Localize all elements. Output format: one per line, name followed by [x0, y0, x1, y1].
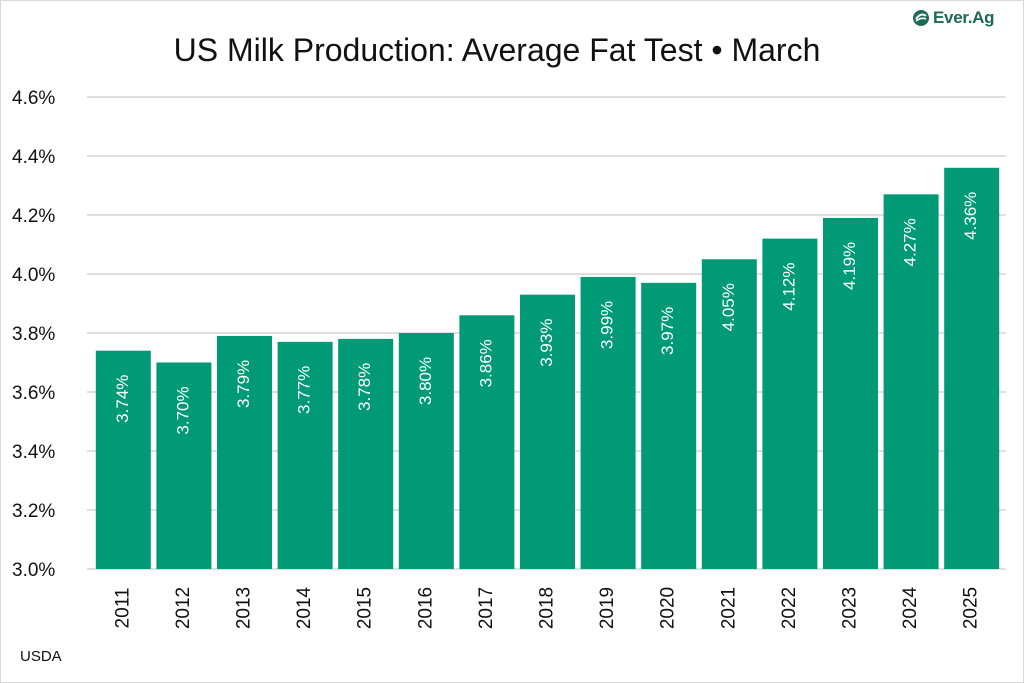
- bar: [823, 217, 878, 569]
- y-tick-label: 4.0%: [12, 265, 55, 286]
- bar-data-label: 3.79%: [234, 360, 253, 408]
- bar: [762, 238, 818, 569]
- chart-title: US Milk Production: Average Fat Test • M…: [173, 32, 821, 68]
- x-tick-label: 2022: [779, 587, 800, 629]
- bar-data-label: 4.12%: [779, 262, 798, 310]
- bar-data-label: 4.19%: [840, 242, 859, 290]
- ever-ag-leaf-icon: [913, 10, 929, 26]
- y-tick-label: 4.2%: [12, 206, 55, 227]
- bar-data-label: 3.97%: [658, 307, 677, 355]
- bar-data-label: 3.93%: [537, 319, 556, 367]
- x-tick-label: 2021: [718, 587, 739, 629]
- x-tick-label: 2013: [234, 587, 255, 629]
- x-tick-label: 2019: [597, 587, 618, 629]
- x-axis-ticks: 2011 2012 2013 2014 2015 2016 2017 2018 2019 2020…: [112, 586, 981, 629]
- bar-data-label: 3.77%: [295, 366, 314, 414]
- ever-ag-logo: Ever.Ag: [912, 8, 995, 28]
- bar: [398, 333, 454, 569]
- bar: [95, 350, 151, 569]
- bar-data-label: 3.80%: [416, 357, 435, 405]
- x-tick-label: 2016: [415, 587, 436, 629]
- bar-data-label: 3.86%: [476, 339, 495, 387]
- x-tick-label: 2015: [355, 587, 376, 629]
- bar: [217, 335, 272, 569]
- y-tick-label: 4.4%: [12, 147, 55, 168]
- x-tick-label: 2018: [537, 587, 558, 629]
- y-tick-label: 4.6%: [12, 88, 55, 109]
- bar: [641, 282, 697, 569]
- bar: [277, 341, 333, 569]
- x-tick-label: 2020: [658, 587, 679, 629]
- y-tick-label: 3.4%: [12, 442, 55, 463]
- bar-data-label: 3.78%: [355, 363, 374, 411]
- x-tick-label: 2024: [900, 586, 921, 629]
- bar: [338, 338, 394, 569]
- y-tick-label: 3.2%: [12, 501, 55, 522]
- y-tick-label: 3.6%: [12, 383, 55, 404]
- x-tick-label: 2017: [476, 587, 497, 629]
- bar: [156, 362, 212, 569]
- y-tick-label: 3.8%: [12, 324, 55, 345]
- logo-text: Ever.Ag: [933, 8, 995, 27]
- bar-data-label: 4.27%: [901, 218, 920, 266]
- x-tick-label: 2012: [173, 587, 194, 629]
- bar-data-labels: 3.74% 3.70% 3.79% 3.77% 3.78% 3.80% 3.86% 3.93%…: [113, 192, 980, 435]
- bar: [580, 276, 636, 569]
- bar: [883, 194, 939, 569]
- bar-data-label: 4.05%: [719, 283, 738, 331]
- source-note: USDA: [20, 648, 62, 665]
- bar-data-label: 4.36%: [961, 192, 980, 240]
- bar-data-label: 3.70%: [173, 386, 192, 434]
- x-tick-label: 2025: [961, 587, 982, 629]
- bar-data-label: 3.99%: [598, 301, 617, 349]
- bar: [701, 259, 757, 569]
- bars: [95, 167, 1000, 570]
- x-tick-label: 2023: [840, 587, 861, 629]
- bar: [520, 294, 575, 569]
- y-tick-label: 3.0%: [12, 560, 55, 581]
- bar: [459, 315, 515, 569]
- bar-data-label: 3.74%: [113, 375, 132, 423]
- y-axis-ticks: 3.0% 3.2% 3.4% 3.6% 3.8% 4.0% 4.2% 4.4% 4.6%: [12, 88, 55, 581]
- x-tick-label: 2011: [112, 588, 133, 629]
- x-tick-label: 2014: [294, 586, 315, 629]
- bar: [944, 167, 1000, 570]
